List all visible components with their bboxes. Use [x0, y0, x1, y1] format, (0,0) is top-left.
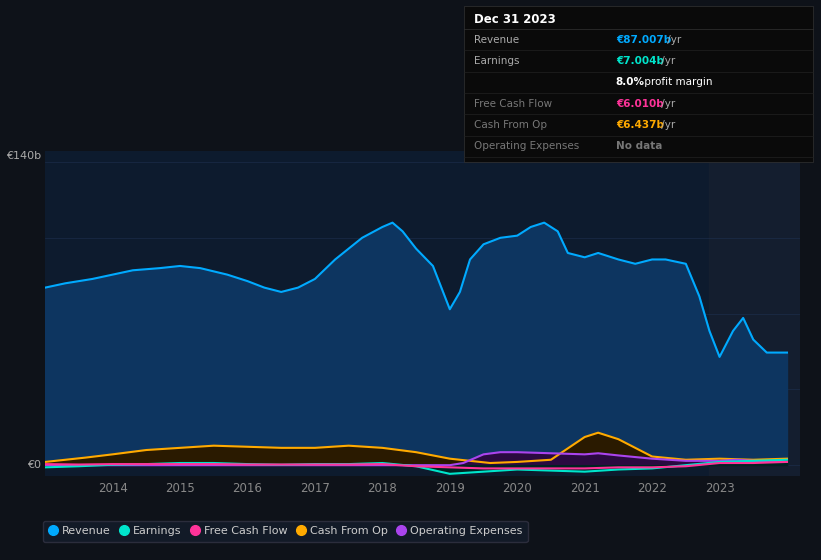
Text: €140b: €140b	[7, 151, 41, 161]
Text: Revenue: Revenue	[474, 35, 519, 45]
Text: €7.004b: €7.004b	[616, 56, 663, 66]
Legend: Revenue, Earnings, Free Cash Flow, Cash From Op, Operating Expenses: Revenue, Earnings, Free Cash Flow, Cash …	[44, 521, 528, 542]
Text: profit margin: profit margin	[641, 77, 713, 87]
Text: No data: No data	[616, 141, 662, 151]
Text: €6.437b: €6.437b	[616, 120, 663, 130]
Text: Operating Expenses: Operating Expenses	[474, 141, 579, 151]
Text: €0: €0	[27, 460, 41, 470]
Text: Free Cash Flow: Free Cash Flow	[474, 99, 552, 109]
Text: €6.010b: €6.010b	[616, 99, 663, 109]
Text: /yr: /yr	[658, 99, 676, 109]
Bar	[709, 151, 800, 476]
Text: €87.007b: €87.007b	[616, 35, 671, 45]
Text: 8.0%: 8.0%	[616, 77, 644, 87]
Text: /yr: /yr	[658, 56, 676, 66]
Text: Earnings: Earnings	[474, 56, 519, 66]
Text: Dec 31 2023: Dec 31 2023	[474, 13, 556, 26]
Text: /yr: /yr	[663, 35, 681, 45]
Text: /yr: /yr	[658, 120, 676, 130]
Text: Cash From Op: Cash From Op	[474, 120, 547, 130]
